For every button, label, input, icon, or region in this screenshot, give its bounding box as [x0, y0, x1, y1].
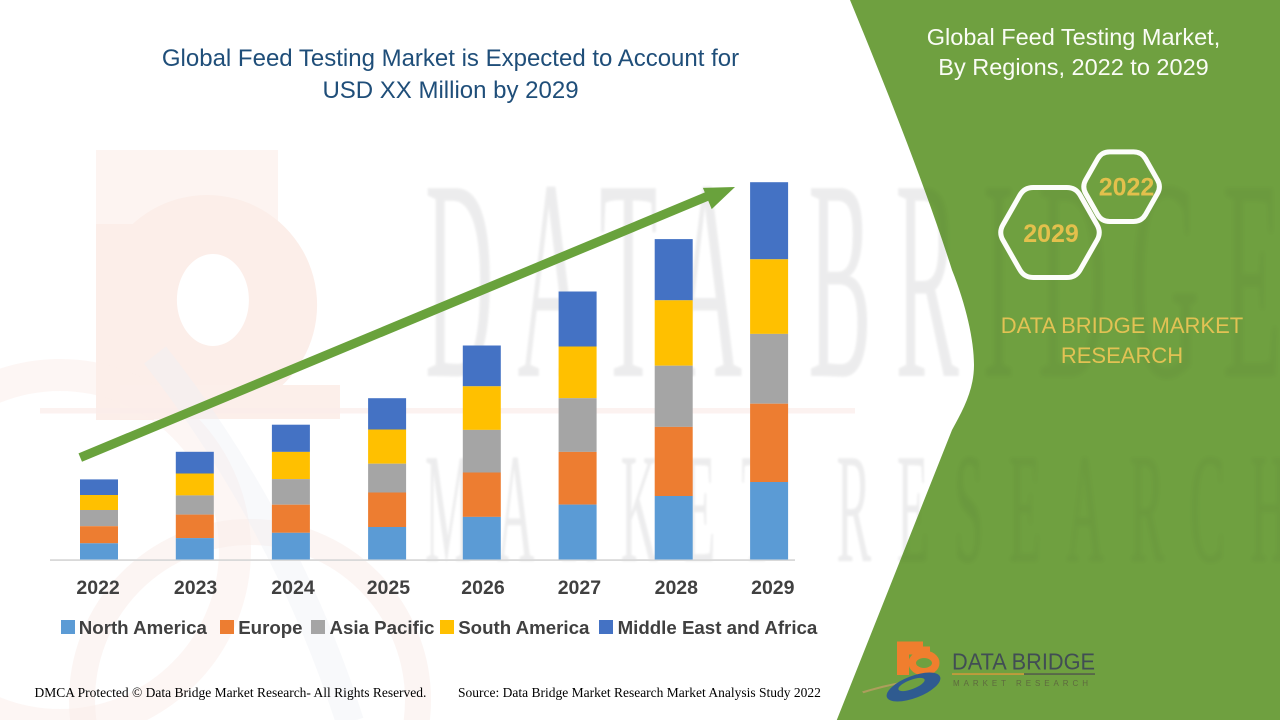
svg-text:DATA BRIDGE: DATA BRIDGE	[952, 649, 1095, 675]
svg-text:2022: 2022	[1099, 174, 1155, 202]
svg-text:2029: 2029	[1023, 220, 1079, 248]
svg-text:MARKET RESEARCH: MARKET RESEARCH	[953, 679, 1092, 688]
